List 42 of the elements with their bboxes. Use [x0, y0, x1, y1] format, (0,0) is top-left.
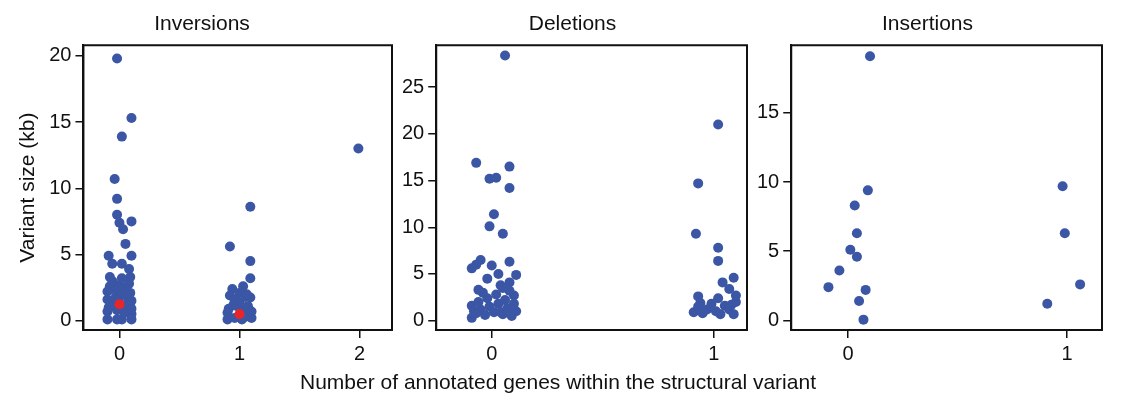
point	[1042, 298, 1053, 309]
point	[849, 200, 860, 211]
y-tick-label: 5	[60, 242, 72, 265]
y-axis-title: Variant size (kb)	[15, 112, 39, 263]
y-tick-label: 0	[413, 308, 425, 331]
y-tick-label: 10	[402, 214, 425, 237]
y-tick-label: 15	[49, 109, 72, 132]
y-tick-label: 0	[768, 307, 780, 330]
point	[823, 282, 834, 293]
y-tick-label: 20	[402, 121, 425, 144]
y-tick-label: 10	[757, 169, 780, 192]
point	[851, 228, 862, 239]
y-tick-label: 15	[757, 100, 780, 123]
x-tick-label: 1	[233, 341, 246, 364]
x-tick-label: 0	[113, 341, 126, 364]
y-tick-label: 25	[402, 74, 425, 97]
y-tick-label: 20	[49, 43, 72, 66]
point	[845, 244, 856, 255]
x-tick-label: 0	[486, 341, 498, 364]
chart-title: Insertions	[881, 11, 974, 35]
chart-title: Deletions	[528, 11, 617, 35]
y-tick-label: 5	[768, 238, 780, 261]
x-tick-label: 2	[354, 341, 366, 364]
point	[851, 251, 862, 262]
point	[1057, 181, 1068, 192]
point	[858, 314, 869, 325]
point	[854, 295, 865, 306]
chart-title: Inversions	[154, 11, 250, 35]
point	[860, 284, 871, 295]
point	[834, 265, 845, 276]
point	[865, 51, 876, 62]
point	[1075, 279, 1086, 290]
point	[862, 185, 873, 196]
x-tick-label: 1	[708, 341, 720, 364]
y-tick-label: 15	[402, 168, 425, 191]
point	[1059, 228, 1070, 239]
x-tick-label: 0	[842, 341, 854, 364]
y-tick-label: 10	[49, 175, 72, 198]
y-tick-label: 5	[413, 261, 425, 284]
x-axis-title: Number of annotated genes within the structural variant	[299, 370, 817, 394]
y-tick-label: 0	[60, 308, 72, 331]
x-tick-label: 1	[1061, 341, 1073, 364]
